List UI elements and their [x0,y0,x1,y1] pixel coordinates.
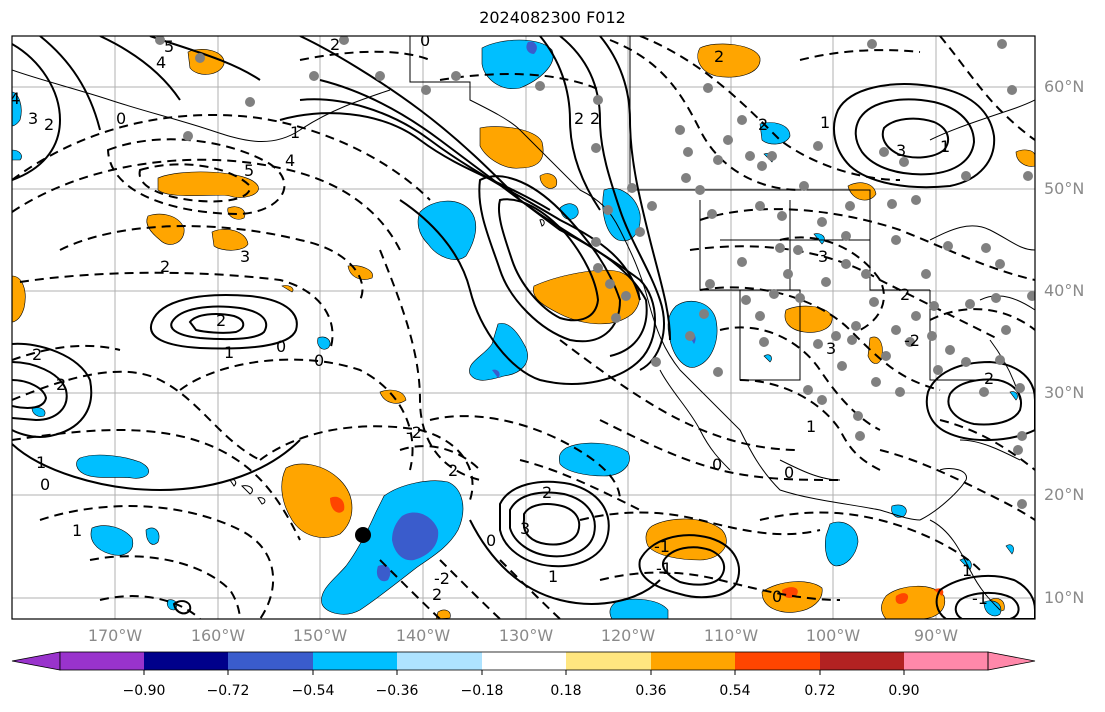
contour-label: 0 [784,463,794,482]
contour-label: 3 [896,141,906,160]
storm-center-marker [355,527,371,543]
colorbar-swatch [904,652,988,670]
contour-label: 1 [548,567,558,586]
colorbar-tick-label: 0.54 [700,683,770,699]
colorbar-swatch [144,652,228,670]
contour-label: -1 [654,537,670,556]
contour-label: 0 [712,455,722,474]
contour-label: 2 [330,35,340,54]
colorbar-tick-label: −0.18 [447,683,517,699]
colorbar-swatch [482,652,566,670]
contour-label: 3 [240,247,250,266]
contour-label: 0 [276,337,286,356]
colorbar-tick-label: −0.54 [278,683,348,699]
colorbar-swatch [735,652,820,670]
lon-label: 110°W [691,626,771,645]
colorbar-tick-label: −0.72 [193,683,263,699]
contour-label: 2 [448,461,458,480]
contour-label: -1 [656,559,672,578]
contour-label: 2 [160,257,170,276]
colorbar-swatch [651,652,735,670]
contour-label: 1 [806,417,816,436]
contour-label: 2 [542,483,552,502]
lat-label: 60°N [1044,77,1084,96]
contour-label: 2 [590,109,600,128]
colorbar-tick-label: −0.36 [362,683,432,699]
lat-label: 10°N [1044,588,1084,607]
contour-label: 1 [290,123,300,142]
lon-label: 160°W [178,626,258,645]
colorbar-tick-label: 0.90 [869,683,939,699]
contour-label: 4 [285,151,295,170]
contour-label: 1 [36,453,46,472]
contour-label: 2 [984,369,994,388]
contour-label: 3 [28,109,38,128]
colorbar-swatch [228,652,313,670]
colorbar-min-extend [12,652,60,670]
lat-label: 20°N [1044,485,1084,504]
contour-label: 0 [772,587,782,606]
colorbar-tick-label: 0.72 [785,683,855,699]
contour-label: 0 [420,31,430,50]
lon-label: 120°W [588,626,668,645]
lat-label: 50°N [1044,179,1084,198]
contour-label: 0 [486,531,496,550]
contour-label: 1 [224,343,234,362]
contour-label: 2 [714,47,724,66]
lat-label: 30°N [1044,383,1084,402]
colorbar-swatch [820,652,904,670]
colorbar-tick-label: −0.90 [109,683,179,699]
contour-label: 2 [44,115,54,134]
contour-label: 1 [820,113,830,132]
contour-label: 0 [40,475,50,494]
contour-label: 1 [962,561,972,580]
contour-label: 2 [56,375,66,394]
contour-label: 2 [758,115,768,134]
lon-label: 90°W [896,626,976,645]
contour-label: 0 [116,109,126,128]
colorbar-swatch [397,652,482,670]
colorbar [12,652,1035,675]
contour-label: 5 [244,161,254,180]
colorbar-swatch [566,652,651,670]
contour-label: 2 [216,311,226,330]
contour-label: 1 [940,137,950,156]
colorbar-ticks [144,670,904,675]
colorbar-max-extend [988,652,1035,670]
contour-label: -2 [904,331,920,350]
lon-label: 150°W [280,626,360,645]
contour-label: 0 [314,351,324,370]
lon-label: 100°W [793,626,873,645]
contour-label: -2 [434,569,450,588]
contour-label: 1 [72,521,82,540]
colorbar-swatch [60,652,144,670]
contour-label: 4 [156,53,166,72]
colorbar-tick-label: 0.36 [616,683,686,699]
contour-label: 2 [574,109,584,128]
lat-label: 40°N [1044,281,1084,300]
contour-label: -2 [406,423,422,442]
lon-label: 170°W [75,626,155,645]
contour-label: 2 [32,345,42,364]
lon-label: 130°W [486,626,566,645]
colorbar-swatch [313,652,397,670]
contour-label: 3 [520,519,530,538]
contour-label: 2 [900,285,910,304]
contour-label: 3 [826,339,836,358]
lon-label: 140°W [383,626,463,645]
contour-label: -1 [972,589,988,608]
colorbar-tick-label: 0.18 [531,683,601,699]
contour-label: 3 [818,247,828,266]
